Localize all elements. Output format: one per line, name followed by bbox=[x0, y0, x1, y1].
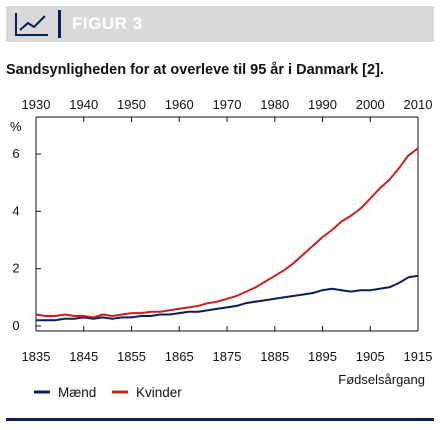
bottom-tick-label: 1915 bbox=[404, 349, 433, 364]
x-axis-label: Fødselsårgang bbox=[338, 372, 425, 387]
top-tick-label: 1970 bbox=[213, 97, 242, 112]
y-tick-label: 2 bbox=[12, 261, 19, 276]
bottom-tick-label: 1905 bbox=[356, 349, 385, 364]
top-tick-label: 2010 bbox=[404, 97, 433, 112]
top-tick-label: 1990 bbox=[308, 97, 337, 112]
bottom-tick-label: 1845 bbox=[69, 349, 98, 364]
bottom-tick-label: 1865 bbox=[165, 349, 194, 364]
series-line-kvinder bbox=[35, 147, 419, 319]
bottom-rule bbox=[6, 418, 434, 421]
top-tick-label: 1930 bbox=[22, 97, 51, 112]
header-divider bbox=[58, 10, 61, 38]
legend-label-kvinder: Kvinder bbox=[136, 385, 182, 400]
bottom-tick-label: 1895 bbox=[308, 349, 337, 364]
bottom-tick-label: 1875 bbox=[213, 349, 242, 364]
bottom-tick-label: 1885 bbox=[260, 349, 289, 364]
y-tick-label: 4 bbox=[12, 203, 19, 218]
figure-label: FIGUR 3 bbox=[72, 14, 143, 33]
top-tick-label: 1980 bbox=[260, 97, 289, 112]
top-tick-label: 1940 bbox=[69, 97, 98, 112]
bottom-tick-label: 1835 bbox=[22, 349, 51, 364]
line-chart-icon bbox=[15, 13, 48, 36]
y-tick-label: 0 bbox=[12, 318, 19, 333]
top-tick-label: 1950 bbox=[117, 97, 146, 112]
legend: Mænd Kvinder bbox=[34, 385, 182, 400]
series-line-maend bbox=[36, 274, 419, 322]
legend-label-maend: Mænd bbox=[58, 385, 96, 400]
top-tick-label: 1960 bbox=[165, 97, 194, 112]
figure-header: FIGUR 3 bbox=[6, 6, 434, 42]
chart-title: Sandsynligheden for at overleve til 95 å… bbox=[6, 62, 384, 78]
bottom-tick-label: 1855 bbox=[117, 349, 146, 364]
y-axis-label: % bbox=[10, 119, 22, 134]
bottom-axis-ticks: 1835 1845 1855 1865 1875 1885 1895 1905 1915 bbox=[22, 326, 433, 364]
top-axis-ticks: 1930 1940 1950 1960 1970 1980 1990 2000 2010 bbox=[22, 97, 433, 122]
y-axis-ticks: 0 2 4 6 bbox=[12, 146, 41, 333]
y-tick-label: 6 bbox=[12, 146, 19, 161]
series-lines bbox=[35, 147, 419, 322]
top-tick-label: 2000 bbox=[356, 97, 385, 112]
